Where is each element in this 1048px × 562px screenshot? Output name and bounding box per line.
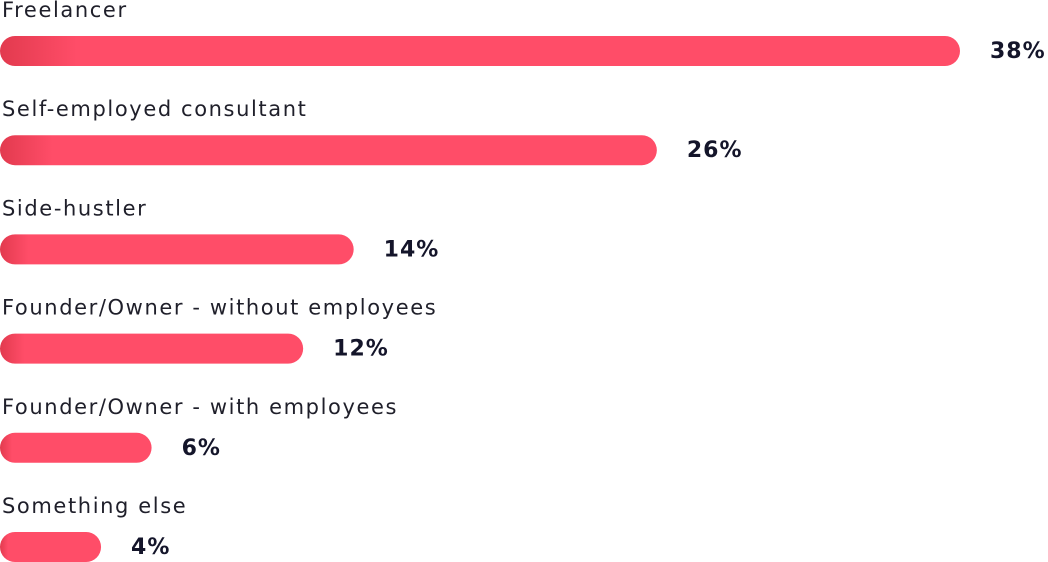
category-label: Self-employed consultant [2,97,307,121]
bar [0,36,960,66]
category-label: Founder/Owner - with employees [2,395,398,419]
bar [0,234,354,265]
value-label: 38% [990,39,1046,64]
value-label: 14% [384,237,440,262]
bar [0,532,102,562]
bar [0,333,304,364]
value-label: 4% [131,535,170,560]
category-label: Freelancer [2,0,128,22]
value-label: 6% [182,436,221,461]
category-label: Founder/Owner - without employees [2,296,437,320]
category-label: Something else [2,494,187,518]
bar [0,432,152,463]
bar [0,135,657,166]
category-label: Side-hustler [2,196,147,220]
value-label: 12% [333,337,389,362]
value-label: 26% [687,138,743,163]
